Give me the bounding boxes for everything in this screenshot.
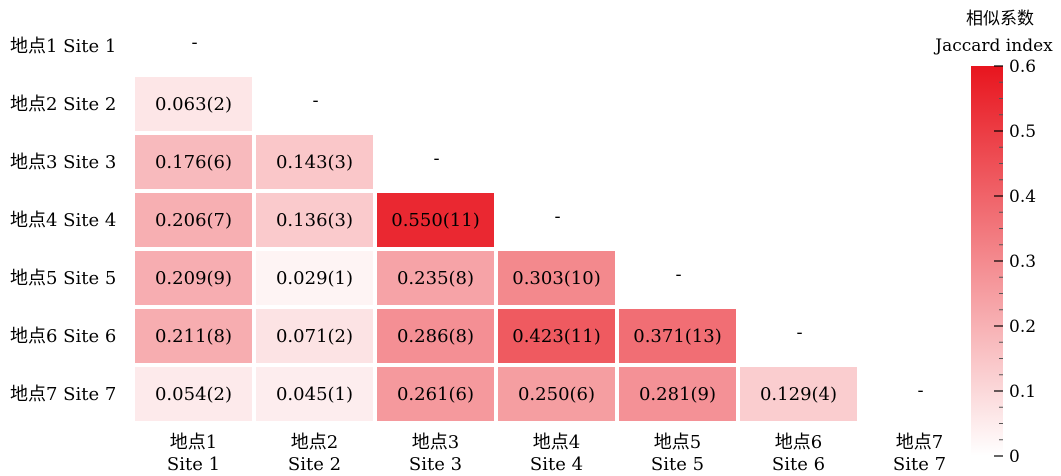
heatmap-cell [135, 193, 252, 247]
colorbar: 相似系数 Jaccard index 0 0.1 0.2 0.3 0.4 0.5 0.6 [933, 9, 1053, 467]
column-label-en: Site 5 [651, 454, 704, 475]
cell-value-label: 0.029(1) [276, 268, 353, 289]
cell-value-label: 0.250(6) [518, 384, 595, 405]
cell-value-label: 0.550(11) [391, 210, 479, 231]
heatmap-cell [377, 367, 494, 421]
colorbar-tick-label: 0.6 [1009, 57, 1036, 77]
column-label-cn: 地点7 [896, 432, 943, 453]
heatmap-cells [135, 77, 857, 421]
heatmap-cell [256, 367, 373, 421]
heatmap-cell [377, 193, 494, 247]
column-label-en: Site 3 [409, 454, 462, 475]
colorbar-title-en: Jaccard index [933, 36, 1053, 56]
heatmap-cell [135, 309, 252, 363]
column-label-en: Site 7 [893, 454, 946, 475]
diagonal-marker: - [796, 322, 802, 343]
cell-value-label: 0.423(11) [512, 326, 600, 347]
row-label: 地点3 Site 3 [10, 152, 116, 173]
heatmap-cell [135, 77, 252, 131]
cell-value-label: 0.045(1) [276, 384, 353, 405]
colorbar-tick-label: 0.3 [1009, 252, 1036, 272]
heatmap-cell [135, 367, 252, 421]
heatmap-cell [377, 251, 494, 305]
colorbar-tick-label: 0.1 [1009, 382, 1036, 402]
colorbar-ticks: 0 0.1 0.2 0.3 0.4 0.5 0.6 [994, 57, 1036, 467]
heatmap-cell [256, 309, 373, 363]
cell-value-label: 0.206(7) [155, 210, 232, 231]
colorbar-tick-label: 0.2 [1009, 317, 1036, 337]
cell-value-label: 0.054(2) [155, 384, 232, 405]
cell-value-label: 0.371(13) [633, 326, 721, 347]
cell-value-label: 0.136(3) [276, 210, 353, 231]
heatmap-cell [256, 135, 373, 189]
heatmap-cell [256, 251, 373, 305]
colorbar-title-cn: 相似系数 [966, 9, 1034, 29]
diagonal-marker: - [554, 206, 560, 227]
heatmap-cell [498, 309, 615, 363]
column-label-cn: 地点6 [775, 432, 822, 453]
cell-value-label: 0.235(8) [397, 268, 474, 289]
cell-value-label: 0.129(4) [760, 384, 837, 405]
cell-value-label: 0.063(2) [155, 94, 232, 115]
colorbar-tick-label: 0 [1009, 447, 1020, 467]
colorbar-tick-label: 0.4 [1009, 187, 1036, 207]
heatmap-cell [256, 193, 373, 247]
row-label: 地点6 Site 6 [10, 326, 116, 347]
heatmap-cell-labels: 0.063(2) 0.176(6) 0.143(3) 0.206(7) 0.136(3)… [155, 94, 837, 405]
column-label-cn: 地点2 [291, 432, 338, 453]
diagonal-marker: - [191, 32, 197, 53]
cell-value-label: 0.281(9) [639, 384, 716, 405]
cell-value-label: 0.211(8) [155, 326, 232, 347]
cell-value-label: 0.143(3) [276, 152, 353, 173]
column-label-en: Site 1 [167, 454, 220, 475]
cell-value-label: 0.286(8) [397, 326, 474, 347]
heatmap-cell [740, 367, 857, 421]
row-labels: 地点1 Site 1 地点2 Site 2 地点3 Site 3 地点4 Site 4… [10, 36, 116, 405]
cell-value-label: 0.176(6) [155, 152, 232, 173]
cell-value-label: 0.303(10) [512, 268, 600, 289]
heatmap-cell [498, 251, 615, 305]
heatmap-cell [135, 251, 252, 305]
column-label-cn: 地点5 [654, 432, 701, 453]
row-label: 地点7 Site 7 [10, 384, 116, 405]
column-label-cn: 地点4 [533, 432, 580, 453]
row-label: 地点2 Site 2 [10, 94, 116, 115]
diagonal-marker: - [675, 264, 681, 285]
row-label: 地点4 Site 4 [10, 210, 116, 231]
diagonal-marker: - [433, 148, 439, 169]
column-label-en: Site 2 [288, 454, 341, 475]
heatmap-cell [498, 367, 615, 421]
cell-value-label: 0.209(9) [155, 268, 232, 289]
column-label-en: Site 6 [772, 454, 825, 475]
row-label: 地点1 Site 1 [10, 36, 116, 57]
heatmap-cell [135, 135, 252, 189]
heatmap-cell [619, 367, 736, 421]
row-label: 地点5 Site 5 [10, 268, 116, 289]
cell-value-label: 0.071(2) [276, 326, 353, 347]
diagonal-marker: - [312, 90, 318, 111]
diagonal-marker: - [917, 380, 923, 401]
column-label-cn: 地点3 [412, 432, 459, 453]
heatmap-cell [377, 309, 494, 363]
heatmap-cell [619, 309, 736, 363]
column-label-en: Site 4 [530, 454, 583, 475]
colorbar-tick-label: 0.5 [1009, 122, 1036, 142]
diagonal-markers: - - - - - - - [191, 32, 923, 401]
cell-value-label: 0.261(6) [397, 384, 474, 405]
column-label-cn: 地点1 [170, 432, 217, 453]
